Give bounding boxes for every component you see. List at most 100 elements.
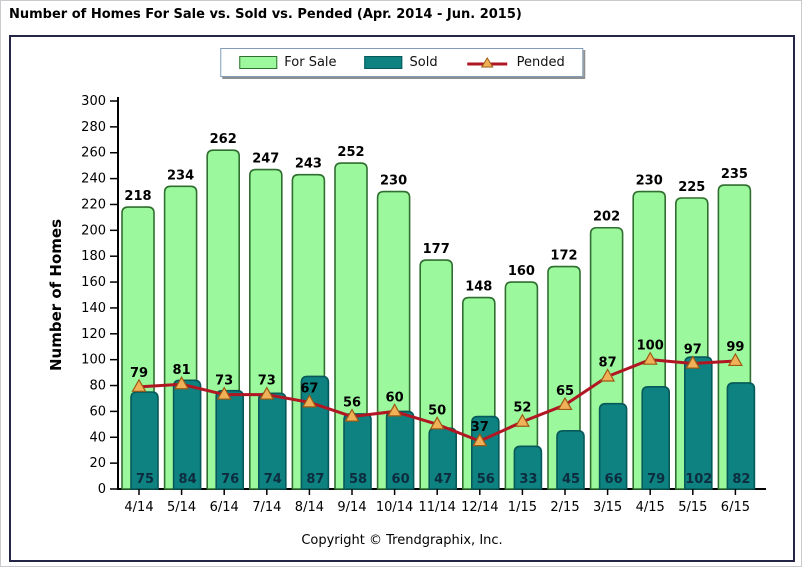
pended-marker-7/14 <box>259 386 275 400</box>
label-for-sale-2/15: 172 <box>550 249 577 264</box>
label-pended-2/15: 65 <box>556 384 574 399</box>
label-for-sale-5/15: 225 <box>678 180 705 195</box>
label-sold-5/14: 84 <box>179 472 197 487</box>
y-tick-label: 180 <box>81 249 106 264</box>
bar-for-sale-9/14 <box>334 162 368 490</box>
label-for-sale-4/14: 218 <box>124 189 151 204</box>
label-sold-1/15: 33 <box>519 472 537 487</box>
x-tick-label-8/14: 8/14 <box>295 500 324 515</box>
bar-sold-6/15 <box>726 382 756 490</box>
label-pended-12/14: 37 <box>471 420 489 435</box>
pended-marker-4/14 <box>131 378 147 392</box>
legend-item-for-sale: For Sale <box>239 55 337 70</box>
page-title: Number of Homes For Sale vs. Sold vs. Pe… <box>9 7 522 22</box>
x-tick-label-7/14: 7/14 <box>252 500 281 515</box>
y-axis-title: Number of Homes <box>47 219 65 371</box>
label-for-sale-8/14: 243 <box>295 157 322 172</box>
y-tick-label: 280 <box>81 120 106 135</box>
pended-marker-6/14 <box>216 386 232 400</box>
label-sold-4/14: 75 <box>136 472 154 487</box>
y-tick-label: 20 <box>89 456 106 471</box>
pended-marker-9/14 <box>344 408 360 422</box>
x-tick-label-5/14: 5/14 <box>167 500 196 515</box>
label-sold-9/14: 58 <box>349 472 367 487</box>
label-sold-6/14: 76 <box>221 472 239 487</box>
label-pended-1/15: 52 <box>513 401 531 416</box>
chart-svg: 0 20 40 60 80 100 120 140 160 180 200 220 240 260 280 3… <box>47 94 766 515</box>
pended-marker-5/15 <box>685 355 701 369</box>
y-tick-label: 140 <box>81 301 106 316</box>
x-tick-label-3/15: 3/15 <box>593 500 622 515</box>
label-pended-10/14: 60 <box>386 390 404 405</box>
x-tick-label-9/14: 9/14 <box>337 500 366 515</box>
bar-sold-4/15 <box>641 386 670 490</box>
legend-item-sold: Sold <box>364 55 438 70</box>
label-pended-8/14: 67 <box>300 381 318 396</box>
y-tick-label: 260 <box>81 146 106 161</box>
pended-marker-12/14 <box>472 432 488 447</box>
label-pended-6/15: 99 <box>726 340 744 355</box>
legend-item-pended: Pended <box>466 55 565 70</box>
label-sold-11/14: 47 <box>434 472 452 487</box>
bar-sold-1/15 <box>513 445 543 490</box>
bar-for-sale-1/15 <box>504 281 539 490</box>
label-for-sale-11/14: 177 <box>423 242 450 257</box>
y-tick-label: 160 <box>81 275 106 290</box>
label-pended-11/14: 50 <box>428 403 446 418</box>
label-pended-5/15: 97 <box>684 343 702 358</box>
label-sold-10/14: 60 <box>392 472 410 487</box>
label-pended-6/14: 73 <box>215 374 233 389</box>
label-for-sale-12/14: 148 <box>465 280 492 295</box>
pended-marker-1/15 <box>514 413 530 427</box>
label-sold-12/14: 56 <box>477 472 495 487</box>
label-pended-9/14: 56 <box>343 396 361 411</box>
label-for-sale-6/15: 235 <box>721 167 748 182</box>
label-for-sale-7/14: 247 <box>252 152 279 167</box>
legend-swatch-icon <box>239 56 278 69</box>
copyright-text: Copyright © Trendgraphix, Inc. <box>301 533 503 548</box>
x-tick-label-4/15: 4/15 <box>636 500 665 515</box>
pended-marker-3/15 <box>600 368 616 382</box>
y-tick-label: 240 <box>81 172 106 187</box>
bar-sold-4/14 <box>130 391 159 490</box>
legend-label: Sold <box>409 55 438 70</box>
y-tick-label: 80 <box>89 379 106 394</box>
label-pended-3/15: 87 <box>599 355 617 370</box>
label-for-sale-3/15: 202 <box>593 210 620 225</box>
y-tick-label: 200 <box>81 223 106 238</box>
label-sold-8/14: 87 <box>306 472 324 487</box>
bar-sold-2/15 <box>556 430 585 490</box>
pended-marker-11/14 <box>429 416 445 430</box>
label-pended-4/14: 79 <box>130 366 148 381</box>
pended-marker-2/15 <box>557 396 573 411</box>
x-tick-label-12/14: 12/14 <box>461 500 498 515</box>
label-sold-4/15: 79 <box>647 472 665 487</box>
legend-label: Pended <box>516 55 565 70</box>
x-tick-label-11/14: 11/14 <box>418 500 455 515</box>
legend-label: For Sale <box>284 55 337 70</box>
x-tick-label-6/14: 6/14 <box>210 500 239 515</box>
y-tick-label: 0 <box>98 482 106 497</box>
label-for-sale-5/14: 234 <box>167 168 194 183</box>
label-for-sale-4/15: 230 <box>636 174 663 189</box>
label-pended-5/14: 81 <box>173 363 191 378</box>
pended-marker-4/15 <box>642 351 658 365</box>
pended-marker-8/14 <box>301 394 317 408</box>
legend-line-marker-icon <box>467 56 508 67</box>
pended-marker-6/15 <box>727 352 743 367</box>
y-tick-label: 100 <box>81 353 106 368</box>
legend: For Sale Sold Pended <box>220 48 584 77</box>
label-sold-6/15: 82 <box>732 472 750 487</box>
label-sold-7/14: 74 <box>264 472 282 487</box>
y-tick-label: 120 <box>81 327 106 342</box>
pended-marker-5/14 <box>174 376 190 390</box>
legend-swatch-icon <box>364 56 403 69</box>
label-for-sale-6/14: 262 <box>210 132 237 147</box>
bar-sold-3/15 <box>598 402 628 490</box>
x-tick-label-4/14: 4/14 <box>124 500 153 515</box>
x-tick-label-1/15: 1/15 <box>508 500 537 515</box>
y-tick-label: 220 <box>81 197 106 212</box>
label-for-sale-9/14: 252 <box>337 145 364 160</box>
label-pended-4/15: 100 <box>637 339 664 354</box>
